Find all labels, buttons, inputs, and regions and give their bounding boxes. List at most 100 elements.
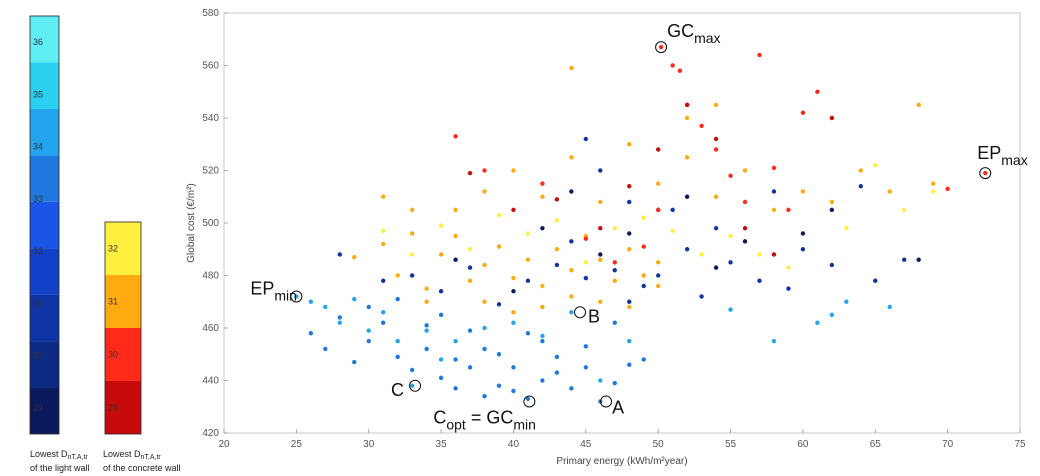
colorbar-tick-label: 30	[33, 351, 43, 361]
data-point	[684, 247, 690, 252]
data-point	[655, 147, 661, 152]
data-point	[844, 226, 849, 231]
scatter-plot: 20 25 30 35 40 45 50 55 60 65 70 75 420 440 460 480 500 5…	[186, 8, 1028, 467]
annotation-marker	[574, 306, 587, 319]
data-point	[641, 357, 646, 362]
data-point	[453, 386, 458, 391]
data-point	[409, 252, 415, 257]
data-point	[482, 299, 487, 304]
data-point	[496, 302, 502, 307]
data-point	[612, 320, 617, 325]
data-point	[569, 386, 574, 391]
data-point	[540, 283, 545, 289]
annotation-marker	[979, 167, 992, 180]
data-point	[467, 265, 473, 270]
x-tick-label: 40	[508, 439, 520, 450]
data-point	[771, 165, 777, 171]
data-point	[554, 262, 560, 268]
x-tick-label: 20	[218, 439, 230, 450]
data-point	[800, 247, 806, 252]
data-point	[482, 262, 487, 268]
data-point	[540, 333, 545, 339]
data-point	[453, 233, 458, 239]
data-point	[352, 296, 357, 302]
data-point	[684, 102, 690, 108]
annotation-label: C	[391, 380, 404, 400]
data-point	[829, 115, 835, 121]
x-tick-label: 75	[1014, 439, 1026, 450]
data-point	[453, 207, 458, 213]
colorbar-segment	[30, 248, 59, 295]
data-point	[902, 257, 907, 262]
data-point	[598, 199, 603, 205]
data-point	[655, 283, 661, 289]
data-point	[381, 194, 386, 199]
data-point	[844, 299, 849, 304]
data-point	[930, 181, 936, 186]
data-point	[627, 338, 632, 344]
data-point	[569, 294, 574, 299]
data-point	[569, 155, 574, 160]
data-point	[482, 168, 487, 173]
data-point	[916, 102, 921, 108]
annotation-sub: min	[274, 288, 297, 304]
data-point	[496, 244, 502, 249]
data-point	[438, 223, 444, 228]
data-point	[294, 294, 299, 299]
data-point	[598, 252, 603, 257]
colorbar-segment	[30, 108, 59, 156]
colorbar-light-wall: 29 30 31 32 33 34 35 36 Lowest DnT,A,tr of the li…	[29, 15, 90, 473]
data-point	[728, 233, 733, 239]
y-tick-label: 440	[202, 376, 219, 387]
annotation-suffix: = GC	[466, 408, 514, 428]
annotation-main: A	[612, 398, 624, 418]
data-point	[381, 320, 386, 325]
annotation-label: Copt = GCmin	[433, 408, 536, 433]
data-point	[786, 286, 791, 291]
colorbar-tick-label: 29	[108, 403, 118, 413]
data-point	[409, 207, 415, 213]
y-axis-label: Global cost (€/m²)	[186, 183, 197, 262]
data-point	[598, 378, 603, 383]
data-point	[511, 275, 516, 281]
annotation-main: C	[391, 380, 404, 400]
x-tick-label: 65	[870, 439, 882, 450]
data-point	[569, 239, 574, 244]
colorbar-segment	[30, 62, 59, 109]
data-point	[381, 310, 386, 315]
colorbar-label-main: Lowest D	[30, 449, 68, 459]
data-point	[453, 357, 458, 362]
data-point	[366, 304, 371, 310]
annotation-main: EP	[250, 279, 274, 299]
data-point	[482, 394, 487, 399]
data-point	[916, 257, 921, 262]
data-point	[713, 102, 719, 108]
data-point	[337, 320, 342, 325]
annotation-marker	[523, 395, 536, 408]
annotation-label: EPmax	[977, 143, 1027, 168]
y-tick-label: 520	[202, 166, 219, 177]
data-point	[583, 344, 589, 349]
annotation-marker	[409, 379, 422, 392]
data-point	[612, 226, 617, 231]
colorbar-label-line2: of the light wall	[30, 463, 90, 473]
data-point	[829, 199, 835, 205]
colorbar-segment	[30, 387, 59, 434]
data-point	[409, 273, 415, 278]
data-point	[627, 142, 632, 147]
data-point	[699, 294, 704, 299]
data-point	[641, 283, 646, 289]
data-point	[699, 252, 704, 257]
data-point	[308, 331, 314, 336]
colorbar-segment	[105, 328, 141, 381]
colorbar-tick-label: 33	[33, 194, 43, 204]
data-point	[612, 278, 617, 283]
data-point	[800, 231, 806, 236]
data-point	[815, 89, 820, 94]
data-point	[323, 346, 328, 352]
colorbar-segment	[30, 341, 59, 388]
data-point	[713, 136, 719, 142]
data-point	[511, 320, 516, 325]
data-point	[424, 286, 429, 291]
data-point	[467, 278, 473, 283]
